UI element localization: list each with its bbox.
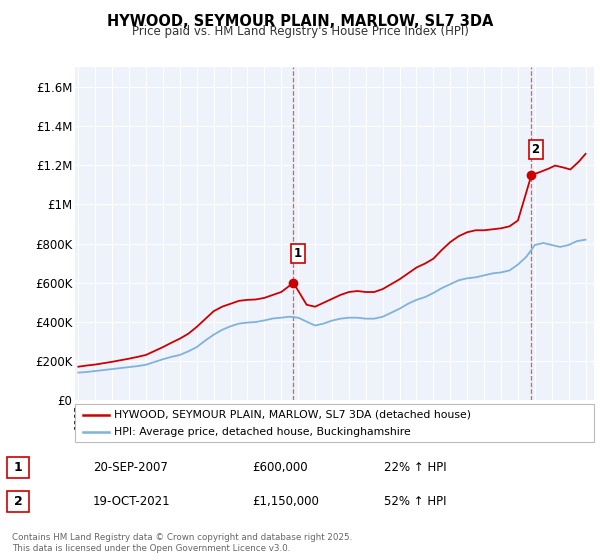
Text: HYWOOD, SEYMOUR PLAIN, MARLOW, SL7 3DA (detached house): HYWOOD, SEYMOUR PLAIN, MARLOW, SL7 3DA (… bbox=[114, 409, 471, 419]
Text: 22% ↑ HPI: 22% ↑ HPI bbox=[384, 461, 446, 474]
Text: 20-SEP-2007: 20-SEP-2007 bbox=[93, 461, 168, 474]
Text: 1: 1 bbox=[293, 247, 302, 260]
Text: 2: 2 bbox=[532, 143, 540, 156]
Text: Contains HM Land Registry data © Crown copyright and database right 2025.
This d: Contains HM Land Registry data © Crown c… bbox=[12, 533, 352, 553]
Text: 1: 1 bbox=[14, 461, 22, 474]
Text: £600,000: £600,000 bbox=[252, 461, 308, 474]
Text: 19-OCT-2021: 19-OCT-2021 bbox=[93, 494, 170, 508]
Text: £1,150,000: £1,150,000 bbox=[252, 494, 319, 508]
Text: HYWOOD, SEYMOUR PLAIN, MARLOW, SL7 3DA: HYWOOD, SEYMOUR PLAIN, MARLOW, SL7 3DA bbox=[107, 14, 493, 29]
Text: 2: 2 bbox=[14, 494, 22, 508]
Text: 52% ↑ HPI: 52% ↑ HPI bbox=[384, 494, 446, 508]
Text: Price paid vs. HM Land Registry's House Price Index (HPI): Price paid vs. HM Land Registry's House … bbox=[131, 25, 469, 38]
Text: HPI: Average price, detached house, Buckinghamshire: HPI: Average price, detached house, Buck… bbox=[114, 427, 410, 437]
